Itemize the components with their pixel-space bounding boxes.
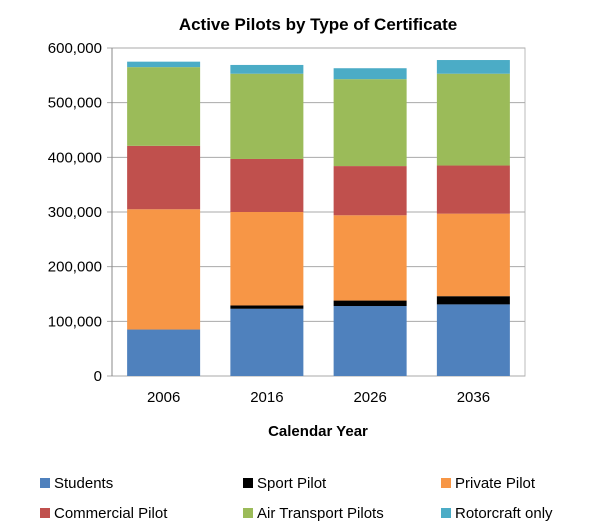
bar-segment-sport-pilot-2026 [333,300,407,307]
chart-title: Active Pilots by Type of Certificate [179,15,457,34]
bar-segment-students-2006 [127,329,201,376]
legend-label: Private Pilot [455,475,536,492]
bar-segment-private-pilot-2016 [230,212,304,306]
legend-item: Air Transport Pilots [243,505,384,522]
legend-label: Air Transport Pilots [257,505,384,522]
bar-segment-rotorcraft-only-2026 [333,68,407,80]
y-tick-label: 0 [94,368,102,385]
legend-label: Commercial Pilot [54,505,168,522]
legend-item: Sport Pilot [243,475,327,492]
bar-segment-commercial-pilot-2026 [333,166,407,216]
bar-segment-air-transport-pilots-2006 [127,67,201,146]
legend-swatch [441,478,451,488]
legend-swatch [243,478,253,488]
legend-label: Rotorcraft only [455,505,553,522]
y-tick-label: 600,000 [48,40,102,57]
legend-swatch [441,508,451,518]
y-tick-label: 300,000 [48,204,102,221]
bar-segment-air-transport-pilots-2026 [333,79,407,167]
legend-label: Students [54,475,113,492]
bar-segment-private-pilot-2036 [436,213,510,297]
legend-swatch [40,478,50,488]
y-tick-label: 200,000 [48,259,102,276]
bar-segment-students-2016 [230,308,304,376]
legend-swatch [40,508,50,518]
bar-segment-students-2026 [333,306,407,376]
bar-segment-sport-pilot-2016 [230,305,304,309]
legend-item: Rotorcraft only [441,505,553,522]
x-tick-label: 2036 [457,389,490,406]
bar-segment-private-pilot-2006 [127,209,201,330]
x-tick-label: 2016 [250,389,283,406]
y-tick-label: 100,000 [48,313,102,330]
bar-segment-private-pilot-2026 [333,215,407,301]
legend-label: Sport Pilot [257,475,327,492]
y-tick-label: 500,000 [48,95,102,112]
y-tick-label: 400,000 [48,149,102,166]
bar-segment-commercial-pilot-2016 [230,158,304,212]
x-tick-label: 2026 [353,389,386,406]
bar-segment-sport-pilot-2036 [436,296,510,305]
bar-segment-rotorcraft-only-2006 [127,61,201,68]
legend-item: Students [40,475,113,492]
x-tick-label: 2006 [147,389,180,406]
bar-segment-rotorcraft-only-2036 [436,60,510,74]
legend-item: Commercial Pilot [40,505,168,522]
x-axis-label: Calendar Year [268,423,368,440]
legend-swatch [243,508,253,518]
bar-segment-commercial-pilot-2006 [127,145,201,210]
bar-segment-rotorcraft-only-2016 [230,64,304,74]
bar-segment-students-2036 [436,304,510,376]
bar-segment-commercial-pilot-2036 [436,165,510,214]
legend-item: Private Pilot [441,475,536,492]
bar-segment-air-transport-pilots-2016 [230,73,304,159]
bar-segment-air-transport-pilots-2036 [436,73,510,166]
